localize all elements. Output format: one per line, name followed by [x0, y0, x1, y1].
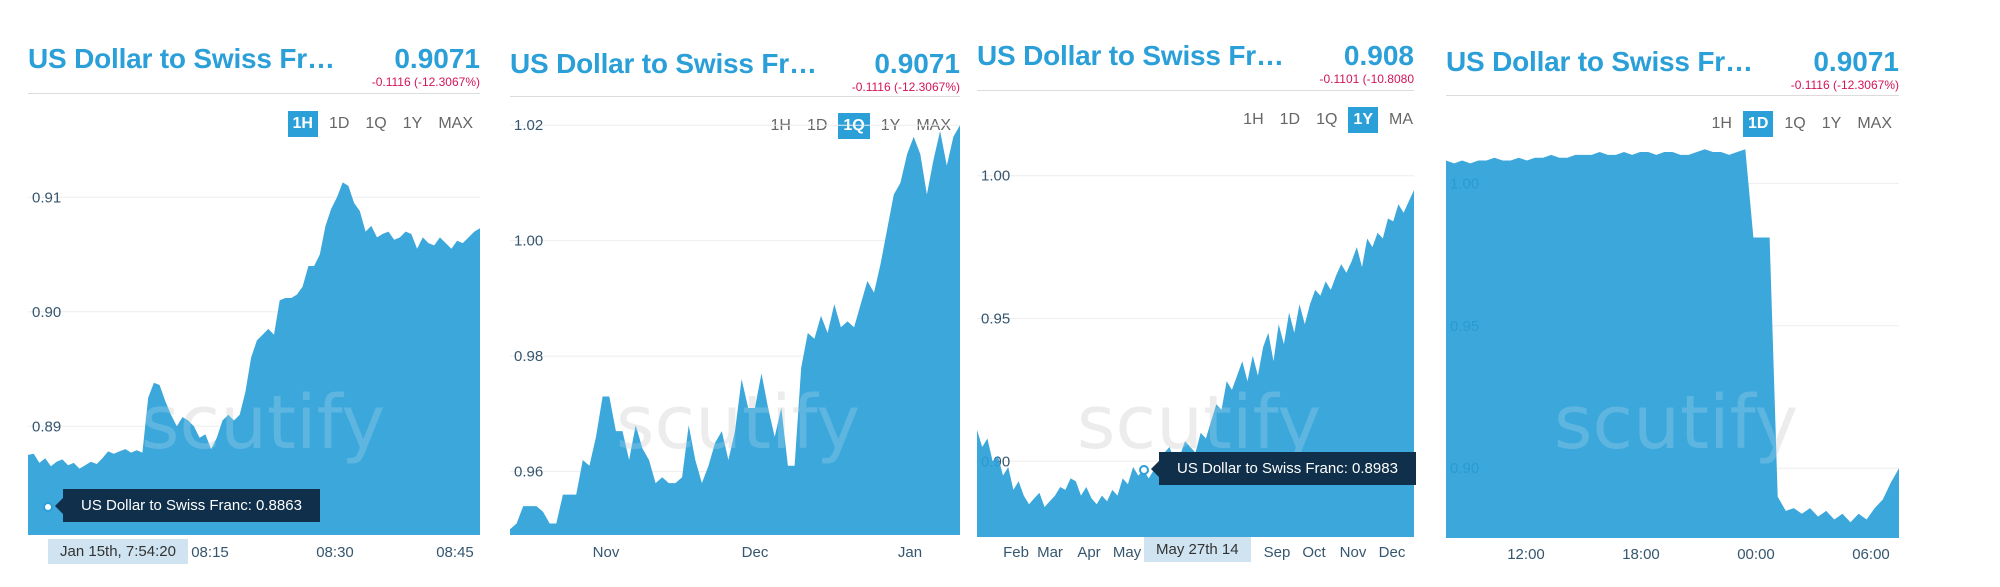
price-chart: 0.960.981.001.02scutifyscutifyNovDecJan	[510, 117, 960, 561]
x-tick-label: 08:30	[316, 544, 354, 561]
range-button-1d[interactable]: 1D	[1742, 111, 1774, 137]
y-tick-label: 1.02	[514, 117, 543, 134]
range-button-1q[interactable]: 1Q	[365, 115, 387, 132]
x-tick-label: Feb	[1003, 544, 1029, 561]
current-price: 0.9071	[394, 43, 480, 74]
y-tick-label: 0.89	[32, 418, 61, 435]
x-tick-label: 12:00	[1507, 546, 1545, 563]
range-button-1h[interactable]: 1H	[1243, 111, 1264, 128]
x-tick-label: 08:45	[436, 544, 474, 561]
price-chart: 0.890.900.91scutifyscutify08:1508:3008:4…	[28, 182, 480, 561]
x-tick-label: Nov	[1340, 544, 1367, 561]
hover-time-label: Jan 15th, 7:54:20	[48, 539, 188, 564]
range-button-1d[interactable]: 1D	[1279, 111, 1301, 128]
x-tick-label: Nov	[593, 544, 620, 561]
range-button-1q[interactable]: 1Q	[1784, 115, 1806, 132]
header-divider	[510, 96, 960, 97]
y-tick-label: 1.00	[981, 168, 1010, 185]
chart-panel-1: US Dollar to Swiss Fr… 0.9071 -0.1116 (-…	[28, 0, 480, 587]
x-tick-label: Oct	[1302, 544, 1326, 561]
range-button-1q[interactable]: 1Q	[1316, 111, 1338, 128]
range-button-1h[interactable]: 1H	[1711, 115, 1732, 132]
y-tick-label: 0.91	[32, 189, 61, 206]
range-selector: 1H 1D 1Q 1Y MA	[1238, 107, 1418, 133]
price-area-series	[28, 182, 480, 535]
price-area-series	[977, 190, 1414, 537]
range-button-1y[interactable]: 1Y	[402, 115, 423, 132]
range-selector: 1H 1D 1Q 1Y MAX	[287, 111, 479, 137]
current-price: 0.908	[1343, 40, 1414, 71]
range-button-1h[interactable]: 1H	[287, 111, 318, 137]
header-divider	[1446, 95, 1899, 96]
x-tick-label: Jan	[898, 544, 922, 561]
header-divider	[977, 90, 1414, 91]
hover-tooltip: US Dollar to Swiss Franc: 0.8863	[55, 489, 320, 522]
x-tick-label: 00:00	[1737, 546, 1775, 563]
range-button-1y[interactable]: 1Y	[1821, 115, 1842, 132]
price-change: -0.1116 (-12.3067%)	[371, 75, 480, 89]
price-chart: 0.900.951.00scutifyscutify12:0018:0000:0…	[1446, 149, 1899, 563]
watermark-overlay: scutify	[141, 380, 385, 466]
x-tick-label: 18:00	[1622, 546, 1660, 563]
price-area-series	[510, 125, 960, 535]
y-tick-label: 0.96	[514, 464, 543, 481]
x-tick-label: Dec	[1379, 544, 1406, 561]
y-tick-label: 0.90	[32, 304, 61, 321]
range-button-1y[interactable]: 1Y	[1348, 107, 1378, 133]
y-tick-label: 1.00	[514, 233, 543, 250]
chart-panel-4: US Dollar to Swiss Fr… 0.9071 -0.1116 (-…	[1446, 0, 1899, 587]
price-area-series	[1446, 149, 1899, 538]
range-button-max[interactable]: MAX	[438, 115, 473, 132]
x-tick-label: Sep	[1264, 544, 1291, 561]
chart-panel-3: US Dollar to Swiss Fr… 0.908 -0.1101 (-1…	[977, 0, 1416, 587]
x-tick-label: Dec	[742, 544, 769, 561]
panel-title: US Dollar to Swiss Fr…	[510, 48, 817, 79]
watermark-overlay: scutify	[1077, 380, 1321, 466]
price-change: -0.1116 (-12.3067%)	[1790, 78, 1899, 92]
range-button-max[interactable]: MAX	[1857, 115, 1892, 132]
watermark-overlay: scutify	[616, 380, 860, 466]
panel-title: US Dollar to Swiss Fr…	[1446, 46, 1753, 77]
y-tick-label: 0.95	[981, 311, 1010, 328]
panel-title: US Dollar to Swiss Fr…	[28, 43, 335, 74]
range-button-1d[interactable]: 1D	[328, 115, 350, 132]
chart-panel-2: US Dollar to Swiss Fr… 0.9071 -0.1116 (-…	[510, 0, 960, 587]
x-tick-label: 08:15	[191, 544, 229, 561]
x-tick-label: Apr	[1077, 544, 1100, 561]
range-button-max[interactable]: MA	[1389, 111, 1413, 128]
x-tick-label: May	[1113, 544, 1142, 561]
current-price: 0.9071	[874, 48, 960, 79]
panel-title: US Dollar to Swiss Fr…	[977, 40, 1284, 71]
x-tick-label: 06:00	[1852, 546, 1890, 563]
hover-point-marker	[1139, 465, 1149, 475]
hover-time-label: May 27th 14	[1144, 537, 1251, 562]
price-change: -0.1116 (-12.3067%)	[851, 80, 960, 94]
price-change: -0.1101 (-10.8080	[1319, 72, 1414, 86]
x-tick-label: Mar	[1037, 544, 1063, 561]
y-tick-label: 0.98	[514, 348, 543, 365]
range-selector: 1H 1D 1Q 1Y MAX	[1707, 111, 1898, 137]
header-divider	[28, 93, 480, 94]
current-price: 0.9071	[1813, 46, 1899, 77]
hover-point-marker	[43, 502, 53, 512]
hover-tooltip: US Dollar to Swiss Franc: 0.8983	[1151, 452, 1416, 485]
price-chart: 0.900.951.00scutifyscutifyFebMarAprMaySe…	[977, 168, 1414, 561]
watermark-overlay: scutify	[1554, 380, 1798, 466]
